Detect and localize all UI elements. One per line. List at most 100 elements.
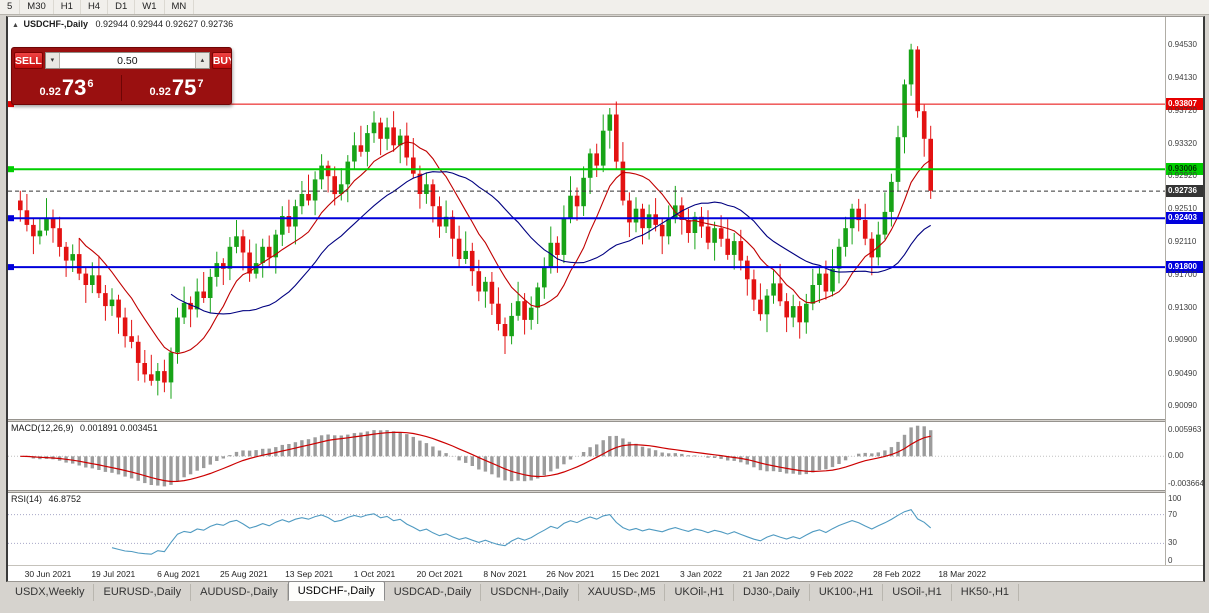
macd-name: MACD(12,26,9) bbox=[11, 423, 74, 433]
price-axis-separator bbox=[1165, 17, 1166, 565]
price-axis-label: 0.92920 bbox=[1168, 171, 1197, 181]
buy-price-prefix: 0.92 bbox=[149, 85, 171, 98]
sell-price-prefix: 0.92 bbox=[39, 85, 61, 98]
period-button-mn[interactable]: MN bbox=[165, 0, 195, 14]
buy-price-big-digits: 75 bbox=[171, 74, 197, 100]
price-axis-label: 0.93720 bbox=[1168, 106, 1197, 116]
macd-pane[interactable] bbox=[8, 422, 1165, 490]
period-button-w1[interactable]: W1 bbox=[135, 0, 165, 14]
chart-tab-hk50-h1[interactable]: HK50-,H1 bbox=[952, 584, 1020, 601]
ma-slow-line bbox=[170, 171, 931, 315]
sell-button[interactable]: SELL bbox=[14, 52, 43, 69]
price-tag-0.91800: 0.91800 bbox=[1166, 261, 1203, 274]
rsi-name: RSI(14) bbox=[11, 494, 43, 504]
time-axis-label: 19 Jul 2021 bbox=[91, 569, 136, 579]
period-button-m30[interactable]: M30 bbox=[20, 0, 54, 14]
time-axis-label: 18 Mar 2022 bbox=[938, 569, 987, 579]
period-button-5[interactable]: 5 bbox=[0, 0, 21, 14]
trade-panel-divider bbox=[121, 74, 122, 101]
price-axis-label: 0.91700 bbox=[1168, 270, 1197, 280]
price-axis-label: 0.90090 bbox=[1168, 401, 1197, 410]
time-axis-label: 20 Oct 2021 bbox=[416, 569, 463, 579]
macd-axis-label: 0.005963 bbox=[1168, 425, 1202, 434]
chart-tab-uk100-h1[interactable]: UK100-,H1 bbox=[810, 584, 884, 601]
price-axis-label: 0.90490 bbox=[1168, 368, 1197, 378]
time-axis-label: 28 Feb 2022 bbox=[873, 569, 921, 579]
time-axis-label: 15 Dec 2021 bbox=[611, 569, 660, 579]
chart-tab-xauusd-m5[interactable]: XAUUSD-,M5 bbox=[579, 584, 666, 601]
macd-signal-line bbox=[20, 431, 931, 483]
chart-tab-usdx-weekly[interactable]: USDX,Weekly bbox=[6, 584, 95, 601]
level-marker-0.93006 bbox=[8, 166, 14, 173]
chart-tab-audusd-daily[interactable]: AUDUSD-,Daily bbox=[191, 584, 288, 601]
time-axis-label: 26 Nov 2021 bbox=[546, 569, 595, 579]
macd-indicator-label: MACD(12,26,9) 0.001891 0.003451 bbox=[11, 423, 158, 433]
period-button-h4[interactable]: H4 bbox=[81, 0, 109, 14]
chart-tab-bar: USDX,Weekly EURUSD-,Daily AUDUSD-,Daily USD… bbox=[6, 581, 1207, 601]
macd-axis-label: -0.003664 bbox=[1168, 479, 1205, 488]
buy-price-pipette: 7 bbox=[197, 77, 204, 90]
chart-tab-usdcad-daily[interactable]: USDCAD-,Daily bbox=[385, 584, 482, 601]
chart-tab-ukoil-h1[interactable]: UKOil-,H1 bbox=[665, 584, 734, 601]
timeframe-toolbar: 5 M30 H1 H4 D1 W1 MN bbox=[0, 0, 1209, 15]
level-marker-0.92403 bbox=[8, 215, 14, 222]
sell-price-display[interactable]: 0.92 73 6 bbox=[12, 75, 121, 101]
time-axis-label: 25 Aug 2021 bbox=[220, 569, 268, 579]
chart-tab-eurusd-daily[interactable]: EURUSD-,Daily bbox=[94, 584, 192, 601]
symbol-direction-icon: ▲ bbox=[12, 22, 19, 29]
chart-ohlc-values: 0.92944 0.92944 0.92627 0.92736 bbox=[95, 19, 234, 29]
sell-button-label: SELL bbox=[15, 55, 42, 67]
time-axis-label: 8 Nov 2021 bbox=[483, 569, 527, 579]
time-axis-label: 9 Feb 2022 bbox=[810, 569, 854, 579]
macd-axis-label: 0.00 bbox=[1168, 451, 1184, 461]
price-tag-0.93006: 0.93006 bbox=[1166, 163, 1203, 176]
pane-splitter-macd[interactable] bbox=[8, 419, 1203, 422]
buy-price-display[interactable]: 0.92 75 7 bbox=[122, 75, 231, 101]
sell-price-big-digits: 73 bbox=[61, 74, 87, 100]
period-button-d1[interactable]: D1 bbox=[108, 0, 136, 14]
price-axis[interactable]: 0.93807 0.93006 0.92736 0.92403 0.91800 0.945… bbox=[1166, 17, 1205, 565]
rsi-current-value: 46.8752 bbox=[48, 494, 82, 504]
price-tag-0.93807: 0.93807 bbox=[1166, 98, 1203, 111]
sell-price-pipette: 6 bbox=[87, 77, 94, 90]
time-axis-label: 21 Jan 2022 bbox=[742, 569, 790, 579]
price-axis-label: 0.91300 bbox=[1168, 302, 1197, 312]
chart-tab-usdcnh-daily[interactable]: USDCNH-,Daily bbox=[481, 584, 579, 601]
chart-tab-usoil-h1[interactable]: USOil-,H1 bbox=[883, 584, 952, 601]
trade-panel-price-row: 0.92 73 6 0.92 75 7 bbox=[12, 71, 231, 104]
time-axis-label: 1 Oct 2021 bbox=[353, 569, 396, 579]
volume-control: ▾ ▴ bbox=[44, 52, 210, 69]
rsi-pane[interactable] bbox=[8, 493, 1165, 565]
price-tag-0.92736: 0.92736 bbox=[1166, 185, 1203, 198]
price-axis-label: 0.92110 bbox=[1168, 236, 1197, 246]
trade-panel-top-row: SELL ▾ ▴ BUY bbox=[12, 48, 231, 71]
buy-button[interactable]: BUY bbox=[211, 52, 231, 69]
volume-up-button[interactable]: ▴ bbox=[194, 53, 209, 68]
chart-window: ▲ USDCHF-,Daily 0.92944 0.92944 0.92627 … bbox=[6, 16, 1205, 582]
chart-symbol-label: USDCHF-,Daily bbox=[23, 19, 88, 29]
price-axis-label: 0.90900 bbox=[1168, 335, 1197, 345]
volume-input[interactable] bbox=[59, 53, 195, 68]
period-button-h1[interactable]: H1 bbox=[54, 0, 81, 14]
rsi-indicator-label: RSI(14) 46.8752 bbox=[11, 494, 81, 504]
pane-splitter-rsi[interactable] bbox=[8, 490, 1203, 493]
chart-header: ▲ USDCHF-,Daily 0.92944 0.92944 0.92627 … bbox=[12, 19, 233, 29]
volume-down-button[interactable]: ▾ bbox=[45, 53, 60, 68]
price-axis-label: 0.94530 bbox=[1168, 40, 1197, 50]
price-axis-label: 0.93320 bbox=[1168, 138, 1197, 148]
chart-tab-dj30-daily[interactable]: DJ30-,Daily bbox=[734, 584, 810, 601]
time-axis[interactable]: 30 Jun 2021 19 Jul 2021 6 Aug 2021 25 Aug 2… bbox=[8, 565, 1203, 581]
macd-current-values: 0.001891 0.003451 bbox=[80, 423, 158, 433]
rsi-axis-label: 70 bbox=[1168, 509, 1177, 519]
candles-layer bbox=[18, 43, 933, 399]
time-axis-label: 6 Aug 2021 bbox=[157, 569, 201, 579]
time-axis-label: 3 Jan 2022 bbox=[679, 569, 723, 579]
one-click-trading-panel: SELL ▾ ▴ BUY 0.92 73 6 0 bbox=[11, 47, 232, 105]
level-marker-0.91800 bbox=[8, 264, 14, 271]
time-axis-label: 13 Sep 2021 bbox=[285, 569, 334, 579]
chart-tab-usdchf-daily[interactable]: USDCHF-,Daily bbox=[287, 581, 385, 601]
rsi-axis-label: 100 bbox=[1168, 494, 1182, 503]
rsi-axis-label: 0 bbox=[1168, 556, 1173, 565]
ma-fast-line bbox=[78, 141, 932, 355]
price-axis-label: 0.94130 bbox=[1168, 72, 1197, 82]
